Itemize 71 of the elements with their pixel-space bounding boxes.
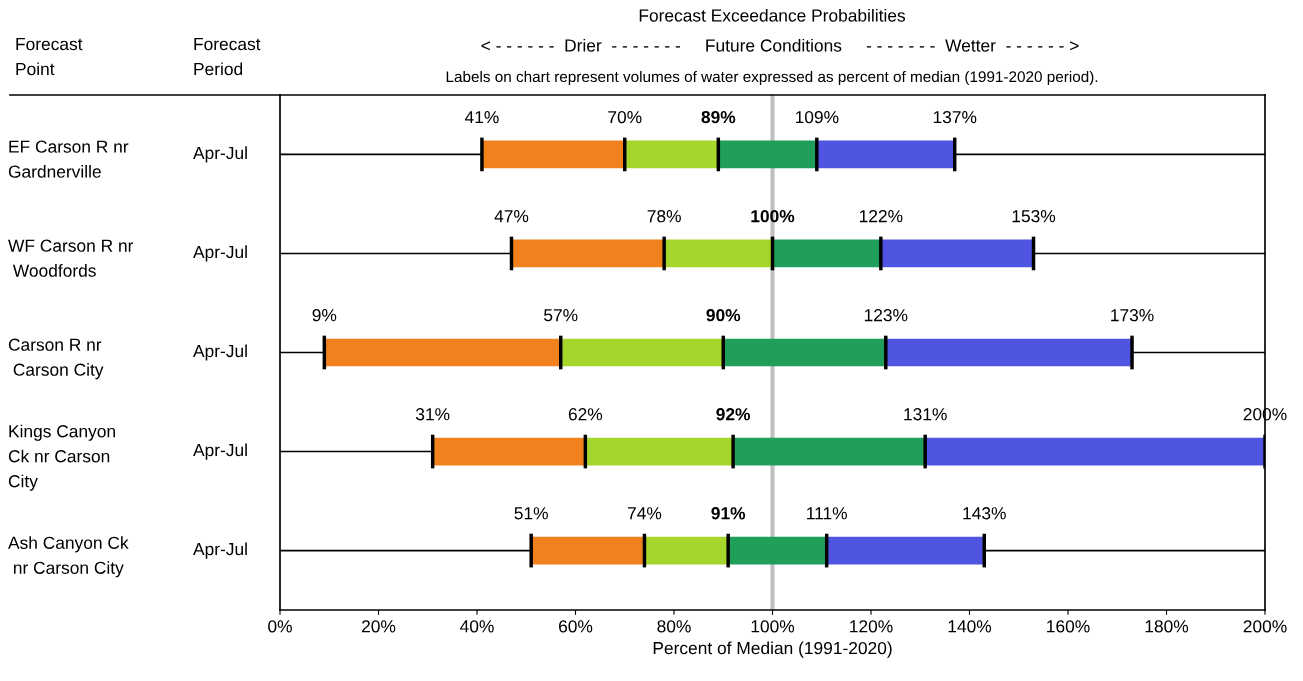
x-tick-label: 0% bbox=[268, 620, 292, 633]
x-tick-label: 180% bbox=[1145, 620, 1189, 633]
bar bbox=[733, 437, 926, 466]
y-tick-label: Ash Canyon Ck nr Carson City bbox=[8, 536, 129, 578]
annotation: 47% bbox=[494, 210, 529, 223]
annotation: 91% bbox=[711, 507, 746, 520]
x-tick-label: 60% bbox=[559, 620, 593, 633]
bar bbox=[432, 437, 586, 466]
y2-tick-label: Apr-Jul bbox=[193, 344, 247, 361]
x-tick-label: 20% bbox=[362, 620, 396, 633]
bar bbox=[560, 338, 724, 367]
annotation: 78% bbox=[647, 210, 681, 223]
bar bbox=[723, 338, 886, 367]
bar bbox=[664, 239, 773, 268]
bar bbox=[511, 239, 665, 268]
bar bbox=[826, 536, 985, 565]
bar bbox=[624, 140, 719, 169]
bar bbox=[728, 536, 827, 565]
annotation: 143% bbox=[963, 507, 1006, 520]
bar bbox=[816, 140, 955, 169]
x-tick-label: 100% bbox=[751, 620, 795, 633]
annotation: 62% bbox=[568, 408, 603, 421]
y-tick-label: Carson R nr Carson City bbox=[8, 338, 104, 380]
bar bbox=[324, 338, 561, 367]
bar bbox=[585, 437, 734, 466]
annotation: 74% bbox=[627, 507, 662, 520]
bar bbox=[772, 239, 881, 268]
annotation: 31% bbox=[415, 408, 450, 421]
annotation: 122% bbox=[859, 210, 903, 223]
chart-title: Forecast Exceedance Probabilities bbox=[639, 8, 906, 22]
bar bbox=[644, 536, 729, 565]
y2-tick-label: Apr-Jul bbox=[193, 542, 247, 559]
text: Labels on chart represent volumes of water expressed as percent of median (1991-2020 period). bbox=[446, 70, 1098, 86]
annotation: 173% bbox=[1111, 309, 1154, 322]
bar bbox=[531, 536, 645, 565]
y-tick-label: WF Carson R nr Woodfords bbox=[8, 239, 134, 277]
x-tick-label: 140% bbox=[948, 620, 992, 633]
annotation: 89% bbox=[701, 110, 736, 124]
annotation: 92% bbox=[716, 408, 751, 421]
text: Forecast Period bbox=[194, 38, 261, 76]
annotation: 153% bbox=[1012, 210, 1056, 223]
annotation: 137% bbox=[933, 110, 977, 124]
annotation: 111% bbox=[807, 507, 847, 520]
annotation: 41% bbox=[464, 111, 499, 124]
x-tick-label: 40% bbox=[460, 620, 494, 633]
annotation: 90% bbox=[706, 309, 741, 322]
y-tick-label: EF Carson R nr Gardnerville bbox=[8, 140, 129, 178]
bar bbox=[481, 140, 625, 169]
y2-tick-label: Apr-Jul bbox=[193, 443, 247, 460]
annotation: 51% bbox=[514, 507, 548, 520]
annotation: 109% bbox=[795, 110, 839, 124]
annotation: 57% bbox=[544, 309, 578, 322]
annotation: 70% bbox=[608, 110, 642, 124]
x-axis-title: Percent of Median (1991-2020) bbox=[653, 641, 892, 658]
bar bbox=[718, 140, 817, 169]
y2-tick-label: Apr-Jul bbox=[193, 146, 247, 163]
y-tick-label: Kings Canyon Ck nr Carson City bbox=[8, 424, 115, 491]
bar bbox=[925, 437, 1265, 466]
bar bbox=[880, 239, 1034, 268]
annotation: 9% bbox=[312, 309, 337, 322]
chart-subtitle: < - - - - - - Drier - - - - - - - Future Conditions - - - - - - - Wetter - - - - - - > bbox=[481, 38, 1079, 52]
y2-tick-label: Apr-Jul bbox=[193, 245, 247, 262]
x-tick-label: 200% bbox=[1243, 620, 1287, 633]
annotation: 131% bbox=[904, 408, 947, 421]
annotation: 100% bbox=[751, 210, 795, 223]
x-tick-label: 120% bbox=[850, 620, 893, 633]
x-tick-label: 160% bbox=[1047, 620, 1090, 633]
annotation: 123% bbox=[864, 309, 908, 322]
text: Forecast Point bbox=[16, 38, 83, 76]
bar bbox=[885, 338, 1133, 367]
x-tick-label: 80% bbox=[657, 620, 691, 633]
